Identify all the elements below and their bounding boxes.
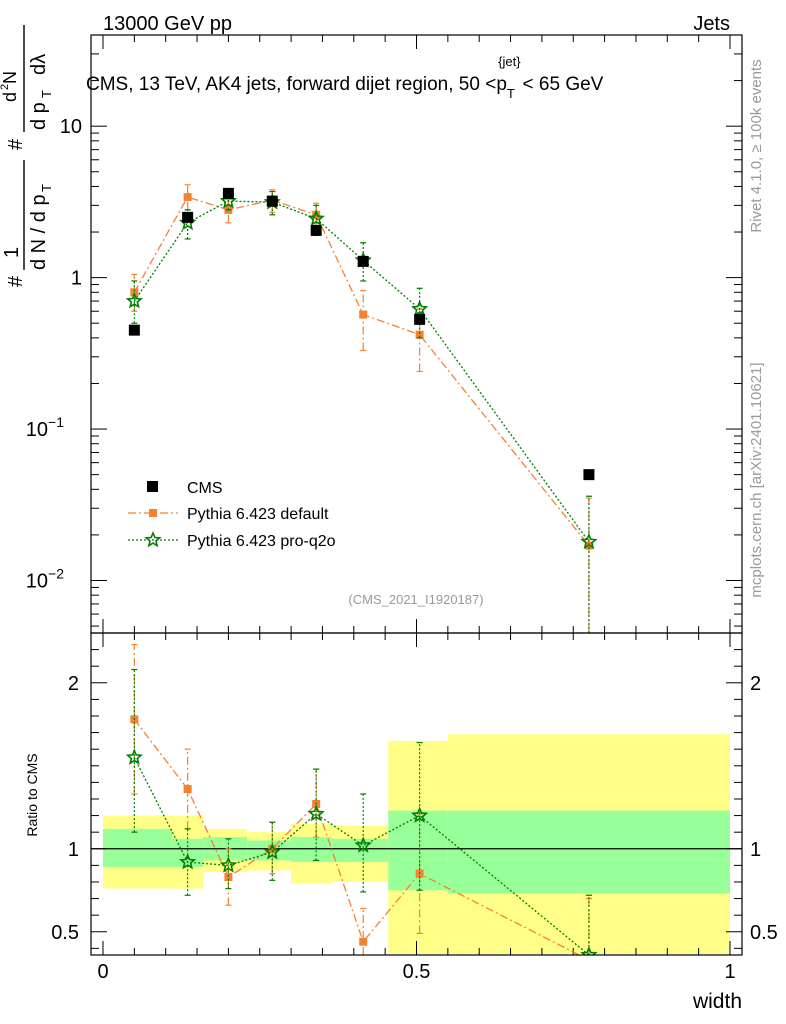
default-series: [130, 184, 593, 633]
band-inner-0: [103, 828, 172, 868]
cms-series: [128, 187, 595, 481]
ylabel-one: 1: [1, 247, 23, 258]
x-tick-label: 0.5: [403, 961, 431, 983]
ratio-y-tick-label: 2: [68, 673, 79, 695]
header-right: Jets: [693, 13, 730, 35]
main-y-tick-label: 1: [71, 268, 82, 290]
legend-label: CMS: [187, 480, 223, 497]
ylabel-hash-2: #: [5, 138, 27, 150]
main-y-axis-label: #1 d N / d p T # d 2Nd p Tdλ: [0, 25, 54, 287]
proq2o-point: [125, 292, 144, 309]
ratio-y-axis-label: Ratio to CMS: [24, 753, 40, 836]
ratio-y-tick-label-right: 1: [750, 839, 761, 861]
cms-point: [414, 313, 426, 325]
ratio-proq2o-point: [263, 843, 281, 860]
cms-point: [128, 324, 140, 336]
ratio-proq2o-point: [179, 853, 197, 870]
legend-marker-proq2o: [144, 530, 162, 548]
cms-point: [357, 255, 369, 267]
ylabel-hash: #: [5, 275, 27, 287]
ratio-y-tick-label-right: 0.5: [750, 922, 778, 944]
cms-point: [222, 187, 234, 199]
mcplots-label: mcplots.cern.ch [arXiv:2401.10621]: [748, 362, 765, 597]
ylabel-d2n: d: [0, 92, 20, 102]
ylabel-sq: 2: [0, 84, 11, 90]
ratio-proq2o-point: [354, 836, 372, 853]
ylabel-sub-t: T: [39, 184, 54, 192]
legend-label: Pythia 6.423 pro-q2o: [187, 533, 336, 550]
proq2o-line: [133, 200, 590, 543]
ratio-default-point: [359, 937, 368, 946]
cms-point: [310, 224, 322, 236]
ratio-proq2o-point: [219, 856, 238, 873]
x-axis-label: width: [692, 990, 742, 1013]
main-y-tick-label: 10−2: [26, 565, 64, 592]
ratio-y-tick-label: 1: [68, 839, 79, 861]
ratio-proq2o-point: [580, 945, 598, 955]
band-inner-6: [388, 810, 448, 891]
ylabel-dp: d p: [28, 102, 50, 130]
default-point: [183, 193, 192, 202]
band-inner-7: [447, 810, 730, 894]
ratio-default-point: [224, 872, 233, 881]
ylabel-dlambda: dλ: [28, 54, 50, 75]
main-y-tick-label: 10: [60, 116, 82, 138]
cms-point: [266, 195, 278, 207]
ratio-proq2o-line: [133, 757, 590, 955]
ylabel-n: N: [0, 71, 20, 84]
ylabel-denominator: d N / d p: [28, 194, 50, 270]
cms-point: [583, 469, 595, 481]
ratio-default-line: [133, 718, 581, 955]
analysis-id: (CMS_2021_I1920187): [348, 592, 483, 607]
chart-title: CMS, 13 TeV, AK4 jets, forward dijet reg…: [86, 54, 604, 101]
ylabel-sub-t-2: T: [39, 90, 54, 98]
default-point: [359, 310, 368, 319]
ratio-proq2o-point: [411, 806, 429, 823]
header-left: 13000 GeV pp: [103, 13, 232, 35]
main-y-tick-label: 10−1: [26, 414, 64, 441]
ratio-proq2o-point: [307, 804, 325, 822]
proq2o-point: [580, 532, 598, 550]
x-tick-label: 0: [97, 961, 108, 983]
legend-marker-cms: [147, 481, 158, 492]
proq2o-point: [411, 299, 429, 317]
ratio-proq2o-series: [125, 668, 598, 955]
ratio-default-point: [268, 844, 277, 853]
ratio-proq2o-point: [125, 748, 143, 765]
ratio-series-group: [125, 644, 598, 955]
legend-marker-default: [149, 509, 157, 517]
default-point: [415, 330, 424, 339]
default-line: [133, 196, 590, 547]
cms-point: [182, 211, 194, 223]
ratio-plot-frame: [90, 632, 743, 956]
legend-label: Pythia 6.423 default: [187, 506, 329, 523]
ratio-default-point: [183, 785, 192, 794]
ratio-y-tick-label-right: 2: [750, 673, 761, 695]
x-tick-label: 1: [724, 961, 735, 983]
rivet-label: Rivet 4.1.0, ≥ 100k events: [748, 59, 765, 232]
proq2o-point: [307, 209, 325, 226]
ratio-y-tick-label: 0.5: [51, 922, 79, 944]
band-inner-4: [291, 837, 332, 863]
